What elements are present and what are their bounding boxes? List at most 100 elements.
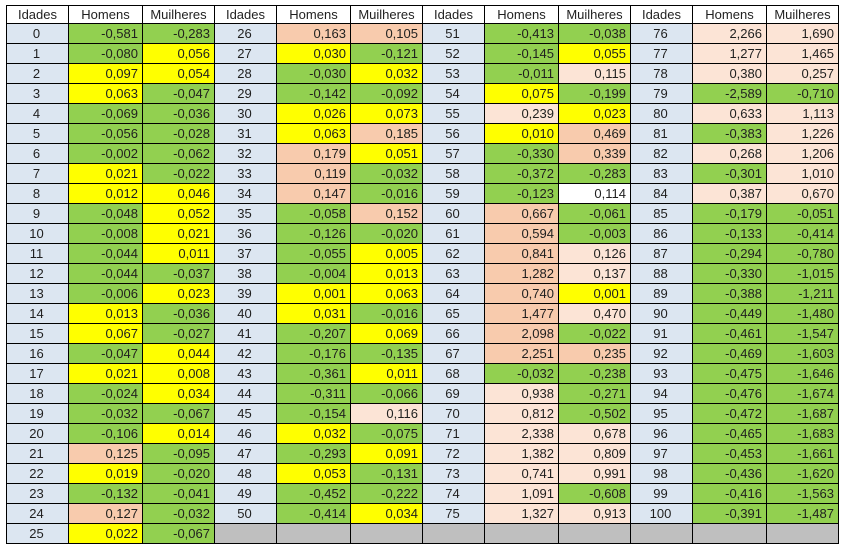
cell-age[interactable]: 98: [630, 463, 693, 484]
cell-age[interactable]: 43: [214, 363, 277, 384]
cell-homens[interactable]: -0,011: [484, 63, 559, 84]
cell-muilheres[interactable]: 0,235: [558, 343, 631, 364]
cell-age[interactable]: 97: [630, 443, 693, 464]
cell-muilheres[interactable]: 0,105: [350, 23, 423, 44]
cell-homens[interactable]: 0,741: [484, 463, 559, 484]
cell-age[interactable]: 46: [214, 423, 277, 444]
column-header-muilheres[interactable]: Muilheres: [142, 5, 215, 24]
cell-age[interactable]: 24: [6, 503, 69, 524]
cell-muilheres[interactable]: -0,067: [142, 523, 215, 544]
cell-homens[interactable]: 0,387: [692, 183, 767, 204]
cell-muilheres[interactable]: -0,131: [350, 463, 423, 484]
cell-age[interactable]: 60: [422, 203, 485, 224]
cell-age[interactable]: 71: [422, 423, 485, 444]
cell-muilheres[interactable]: 0,014: [142, 423, 215, 444]
cell-homens[interactable]: 2,098: [484, 323, 559, 344]
column-header-homens[interactable]: Homens: [484, 5, 559, 24]
cell-muilheres[interactable]: -1,646: [766, 363, 839, 384]
cell-homens[interactable]: 0,594: [484, 223, 559, 244]
column-header-homens[interactable]: Homens: [276, 5, 351, 24]
cell-age[interactable]: 82: [630, 143, 693, 164]
cell-age[interactable]: 63: [422, 263, 485, 284]
cell-age[interactable]: 81: [630, 123, 693, 144]
cell-age[interactable]: 10: [6, 223, 69, 244]
cell-age[interactable]: 74: [422, 483, 485, 504]
cell-empty[interactable]: [558, 523, 631, 544]
cell-muilheres[interactable]: 0,257: [766, 63, 839, 84]
cell-age[interactable]: 4: [6, 103, 69, 124]
cell-homens[interactable]: 0,031: [276, 303, 351, 324]
cell-age[interactable]: 33: [214, 163, 277, 184]
cell-homens[interactable]: -0,452: [276, 483, 351, 504]
cell-age[interactable]: 27: [214, 43, 277, 64]
cell-age[interactable]: 14: [6, 303, 69, 324]
cell-homens[interactable]: -0,581: [68, 23, 143, 44]
cell-age[interactable]: 6: [6, 143, 69, 164]
cell-muilheres[interactable]: -0,032: [142, 503, 215, 524]
cell-homens[interactable]: 0,063: [68, 83, 143, 104]
cell-muilheres[interactable]: -0,283: [142, 23, 215, 44]
cell-age[interactable]: 72: [422, 443, 485, 464]
cell-age[interactable]: 78: [630, 63, 693, 84]
cell-muilheres[interactable]: -1,620: [766, 463, 839, 484]
cell-muilheres[interactable]: 0,809: [558, 443, 631, 464]
cell-homens[interactable]: 0,812: [484, 403, 559, 424]
cell-muilheres[interactable]: -1,480: [766, 303, 839, 324]
cell-muilheres[interactable]: 0,011: [142, 243, 215, 264]
cell-age[interactable]: 51: [422, 23, 485, 44]
cell-age[interactable]: 38: [214, 263, 277, 284]
cell-homens[interactable]: -0,058: [276, 203, 351, 224]
cell-homens[interactable]: -0,461: [692, 323, 767, 344]
cell-muilheres[interactable]: -0,121: [350, 43, 423, 64]
cell-age[interactable]: 75: [422, 503, 485, 524]
cell-homens[interactable]: -0,024: [68, 383, 143, 404]
cell-age[interactable]: 8: [6, 183, 69, 204]
cell-age[interactable]: 29: [214, 83, 277, 104]
cell-homens[interactable]: -0,044: [68, 243, 143, 264]
cell-homens[interactable]: 0,053: [276, 463, 351, 484]
cell-muilheres[interactable]: 0,051: [350, 143, 423, 164]
column-header-homens[interactable]: Homens: [692, 5, 767, 24]
column-header-homens[interactable]: Homens: [68, 5, 143, 24]
cell-age[interactable]: 80: [630, 103, 693, 124]
cell-homens[interactable]: 1,277: [692, 43, 767, 64]
cell-age[interactable]: 49: [214, 483, 277, 504]
cell-age[interactable]: 20: [6, 423, 69, 444]
cell-empty[interactable]: [350, 523, 423, 544]
cell-homens[interactable]: 0,030: [276, 43, 351, 64]
cell-homens[interactable]: -0,372: [484, 163, 559, 184]
cell-age[interactable]: 16: [6, 343, 69, 364]
cell-age[interactable]: 58: [422, 163, 485, 184]
cell-homens[interactable]: 0,067: [68, 323, 143, 344]
cell-age[interactable]: 68: [422, 363, 485, 384]
cell-age[interactable]: 23: [6, 483, 69, 504]
cell-age[interactable]: 42: [214, 343, 277, 364]
cell-age[interactable]: 17: [6, 363, 69, 384]
cell-age[interactable]: 18: [6, 383, 69, 404]
cell-age[interactable]: 65: [422, 303, 485, 324]
cell-homens[interactable]: -0,154: [276, 403, 351, 424]
cell-age[interactable]: 91: [630, 323, 693, 344]
cell-age[interactable]: 85: [630, 203, 693, 224]
column-header-idades[interactable]: Idades: [422, 5, 485, 24]
cell-muilheres[interactable]: -0,016: [350, 303, 423, 324]
cell-muilheres[interactable]: -0,608: [558, 483, 631, 504]
cell-homens[interactable]: -0,132: [68, 483, 143, 504]
cell-homens[interactable]: 0,097: [68, 63, 143, 84]
cell-muilheres[interactable]: -0,020: [350, 223, 423, 244]
cell-homens[interactable]: -0,030: [276, 63, 351, 84]
cell-muilheres[interactable]: 1,226: [766, 123, 839, 144]
cell-empty[interactable]: [630, 523, 693, 544]
cell-muilheres[interactable]: 0,470: [558, 303, 631, 324]
cell-homens[interactable]: -0,055: [276, 243, 351, 264]
cell-homens[interactable]: -0,047: [68, 343, 143, 364]
cell-muilheres[interactable]: -0,067: [142, 403, 215, 424]
cell-homens[interactable]: -0,006: [68, 283, 143, 304]
cell-muilheres[interactable]: -0,061: [558, 203, 631, 224]
cell-age[interactable]: 89: [630, 283, 693, 304]
cell-muilheres[interactable]: 0,005: [350, 243, 423, 264]
cell-homens[interactable]: 0,021: [68, 163, 143, 184]
cell-muilheres[interactable]: 0,469: [558, 123, 631, 144]
cell-empty[interactable]: [214, 523, 277, 544]
cell-homens[interactable]: -0,080: [68, 43, 143, 64]
